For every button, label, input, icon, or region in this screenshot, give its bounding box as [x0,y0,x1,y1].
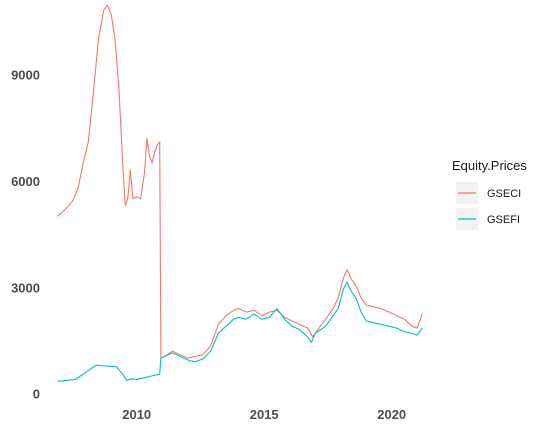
legend-label: GSECI [487,188,521,200]
y-tick-label: 0 [33,387,40,402]
y-tick-label: 3000 [11,280,40,295]
legend-label: GSEFI [487,214,520,226]
x-tick-label: 2010 [122,407,151,422]
legend-items: GSECI GSEFI [456,182,521,230]
y-tick-label: 9000 [11,68,40,83]
plot-area [57,4,423,382]
series-line-gsefi [57,281,423,382]
x-tick-label: 2020 [377,407,406,422]
legend-title: Equity.Prices [452,158,527,173]
x-tick-label: 2015 [250,407,279,422]
legend-item-gseci: GSECI [456,182,521,204]
axes: 2010 2015 2020 0 3000 6000 9000 [11,68,406,423]
series-line-gseci [57,4,423,359]
x-axis-ticks: 2010 2015 2020 [122,407,406,422]
y-tick-label: 6000 [11,174,40,189]
y-axis-ticks: 0 3000 6000 9000 [11,68,40,402]
legend: Equity.Prices GSECI GSEFI [452,158,527,230]
legend-item-gsefi: GSEFI [456,208,520,230]
